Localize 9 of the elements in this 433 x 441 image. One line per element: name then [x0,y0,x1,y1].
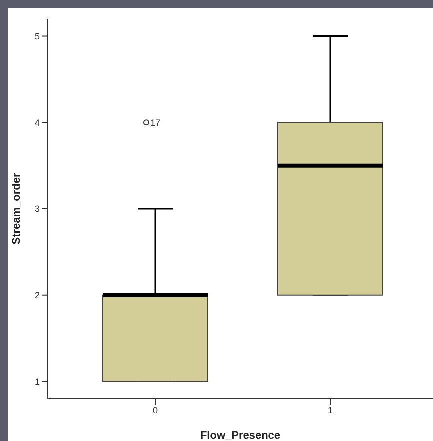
y-axis-title: Stream_order [10,172,23,245]
annotation: 17 [150,118,161,128]
y-tick-label: 2 [34,290,40,301]
y-tick-label: 5 [34,31,40,42]
y-tick-label: 3 [34,204,40,214]
y-tick-label: 4 [34,118,40,128]
x-axis-title: Flow_Presence [200,430,281,441]
x-tick-label: 0 [152,405,158,416]
y-tick-label: 1 [34,376,40,387]
